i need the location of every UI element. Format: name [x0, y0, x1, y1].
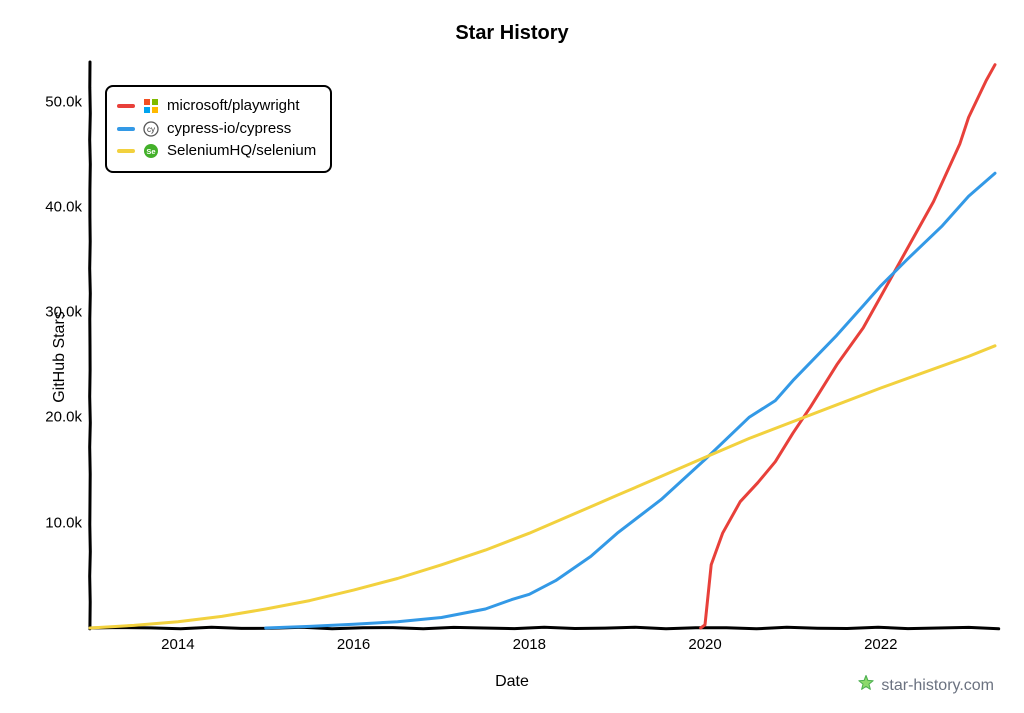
legend: microsoft/playwright cy cypress-io/cypress… — [105, 85, 332, 173]
watermark: star-history.com — [857, 674, 994, 697]
x-tick-label: 2020 — [688, 636, 721, 653]
cypress-icon: cy — [143, 121, 159, 137]
y-tick-label: 50.0k — [32, 93, 82, 110]
microsoft-icon — [143, 98, 159, 114]
legend-swatch — [117, 104, 135, 108]
x-tick-label: 2018 — [513, 636, 546, 653]
y-tick-label: 20.0k — [32, 409, 82, 426]
svg-text:Se: Se — [146, 147, 155, 156]
y-tick-label: 40.0k — [32, 198, 82, 215]
y-tick-label: 10.0k — [32, 514, 82, 531]
y-axis — [90, 62, 91, 629]
x-tick-label: 2014 — [161, 636, 194, 653]
chart-title: Star History — [0, 22, 1024, 45]
x-tick-label: 2022 — [864, 636, 897, 653]
svg-text:cy: cy — [147, 125, 155, 134]
x-tick-label: 2016 — [337, 636, 370, 653]
legend-label: microsoft/playwright — [167, 95, 300, 118]
legend-label: cypress-io/cypress — [167, 118, 291, 141]
legend-item: Se SeleniumHQ/selenium — [117, 140, 316, 163]
star-history-chart: Star History GitHub Stars Date 10.0k20.0… — [0, 0, 1024, 713]
y-tick-label: 30.0k — [32, 304, 82, 321]
legend-label: SeleniumHQ/selenium — [167, 140, 316, 163]
y-axis-label: GitHub Stars — [51, 311, 69, 403]
series-line — [90, 346, 995, 628]
legend-swatch — [117, 149, 135, 153]
legend-swatch — [117, 127, 135, 131]
legend-item: microsoft/playwright — [117, 95, 316, 118]
series-line — [266, 173, 995, 628]
star-icon — [857, 674, 875, 697]
watermark-text: star-history.com — [881, 677, 994, 695]
x-axis — [90, 627, 999, 629]
legend-item: cy cypress-io/cypress — [117, 118, 316, 141]
selenium-icon: Se — [143, 143, 159, 159]
series-line — [701, 65, 995, 628]
